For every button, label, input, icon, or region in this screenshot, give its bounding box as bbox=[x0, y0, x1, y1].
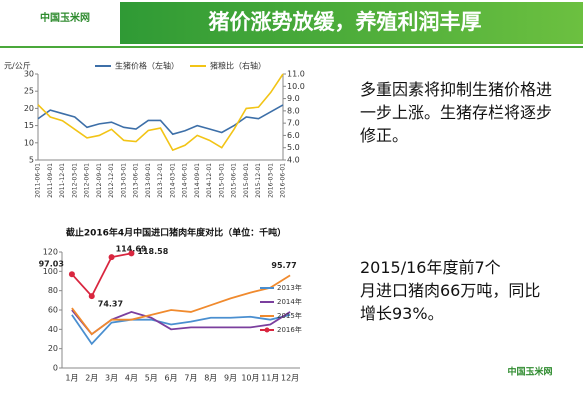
data-label: 97.03 bbox=[39, 260, 64, 269]
logo: 中国玉米网 bbox=[40, 11, 90, 24]
series-line bbox=[37, 73, 284, 152]
x-tick-label: 2013-12-01 bbox=[157, 163, 164, 198]
y-tick-label: 40 bbox=[48, 325, 58, 334]
x-tick-label: 12月 bbox=[281, 374, 299, 383]
header-band bbox=[120, 2, 583, 44]
data-label: 114.69 bbox=[116, 245, 147, 254]
x-tick-label: 2014-06-01 bbox=[182, 163, 189, 198]
legend-label: 2015年 bbox=[277, 311, 302, 320]
y-tick-label: 0 bbox=[53, 364, 58, 373]
x-tick-label: 3月 bbox=[105, 374, 118, 383]
series-line bbox=[71, 274, 291, 336]
x-tick-label: 2015-09-01 bbox=[243, 163, 250, 198]
note: 2015/16年度前7个月进口猪肉66万吨，同比增长93%。 bbox=[360, 258, 540, 323]
x-tick-label: 6月 bbox=[165, 374, 178, 383]
y-axis-label: 元/公斤 bbox=[4, 61, 31, 71]
x-tick-label: 11月 bbox=[261, 374, 279, 383]
x-tick-label: 2014-03-01 bbox=[169, 163, 176, 198]
x-tick-label: 2012-03-01 bbox=[71, 163, 78, 198]
x-tick-label: 2013-09-01 bbox=[145, 163, 152, 198]
footer-logo: 中国玉米网 bbox=[507, 366, 552, 378]
note: 多重因素将抑制生猪价格进一步上涨。生猪存栏将逐步修正。 bbox=[360, 80, 552, 145]
legend-label: 生猪价格（左轴） bbox=[115, 61, 179, 71]
y-tick-label: 60 bbox=[48, 306, 58, 315]
y2-tick-label: 7.0 bbox=[287, 119, 300, 128]
data-label: 74.37 bbox=[98, 300, 123, 309]
y-tick-label: 5 bbox=[29, 156, 34, 165]
legend-label: 猪粮比（右轴） bbox=[210, 61, 266, 71]
data-label: 95.77 bbox=[271, 261, 296, 270]
legend-label: 2014年 bbox=[277, 297, 302, 306]
x-tick-label: 10月 bbox=[241, 374, 259, 383]
series-line bbox=[71, 313, 291, 346]
series-line bbox=[71, 252, 132, 298]
y-tick-label: 15 bbox=[24, 121, 34, 130]
x-tick-label: 5月 bbox=[145, 374, 158, 383]
y-tick-label: 25 bbox=[24, 87, 34, 96]
chart-title: 截止2016年4月中国进口猪肉年度对比（单位：千吨） bbox=[66, 227, 286, 239]
y-tick-label: 20 bbox=[24, 104, 34, 113]
point bbox=[108, 254, 115, 261]
y-tick-label: 10 bbox=[24, 138, 34, 147]
y-tick-label: 30 bbox=[24, 70, 34, 79]
point bbox=[68, 271, 75, 278]
y-tick-label: 80 bbox=[48, 286, 58, 295]
y2-tick-label: 11.0 bbox=[287, 70, 305, 79]
y-tick-label: 100 bbox=[43, 267, 58, 276]
y2-tick-label: 10.0 bbox=[287, 82, 305, 91]
x-tick-label: 2011-12-01 bbox=[59, 163, 66, 198]
series-line bbox=[37, 104, 284, 136]
x-tick-label: 2012-09-01 bbox=[96, 163, 103, 198]
x-tick-label: 2013-03-01 bbox=[120, 163, 127, 198]
slide-title: 猪价涨势放缓，养殖利润丰厚 bbox=[208, 10, 482, 34]
x-tick-label: 2014-12-01 bbox=[206, 163, 213, 198]
x-tick-label: 2015-12-01 bbox=[255, 163, 262, 198]
point bbox=[88, 293, 95, 300]
x-tick-label: 7月 bbox=[184, 374, 197, 383]
point bbox=[128, 250, 135, 257]
x-tick-label: 2016-03-01 bbox=[267, 163, 274, 198]
x-tick-label: 2012-12-01 bbox=[108, 163, 115, 198]
x-tick-label: 2014-09-01 bbox=[194, 163, 201, 198]
legend-label: 2013年 bbox=[277, 283, 302, 292]
y2-tick-label: 8.0 bbox=[287, 106, 300, 115]
x-tick-label: 2012-06-01 bbox=[84, 163, 91, 198]
y2-tick-label: 5.0 bbox=[287, 143, 300, 152]
x-tick-label: 9月 bbox=[224, 374, 237, 383]
x-tick-label: 2011-09-01 bbox=[47, 163, 54, 198]
x-tick-label: 8月 bbox=[204, 374, 217, 383]
y2-tick-label: 9.0 bbox=[287, 94, 300, 103]
y2-tick-label: 6.0 bbox=[287, 131, 300, 140]
x-tick-label: 2011-06-01 bbox=[35, 163, 42, 198]
y-tick-label: 120 bbox=[43, 248, 58, 257]
x-tick-label: 2016-06-01 bbox=[280, 163, 287, 198]
x-tick-label: 1月 bbox=[65, 374, 78, 383]
legend-label: 2016年 bbox=[277, 325, 302, 334]
header-rule bbox=[0, 46, 583, 48]
y-tick-label: 20 bbox=[48, 344, 58, 353]
x-tick-label: 2015-03-01 bbox=[218, 163, 225, 198]
y2-tick-label: 4.0 bbox=[287, 156, 300, 165]
data-label: 118.58 bbox=[137, 247, 168, 256]
legend-marker bbox=[264, 327, 270, 333]
x-tick-label: 2013-06-01 bbox=[133, 163, 140, 198]
x-tick-label: 2月 bbox=[85, 374, 98, 383]
x-tick-label: 4月 bbox=[125, 374, 138, 383]
x-tick-label: 2015-06-01 bbox=[231, 163, 238, 198]
